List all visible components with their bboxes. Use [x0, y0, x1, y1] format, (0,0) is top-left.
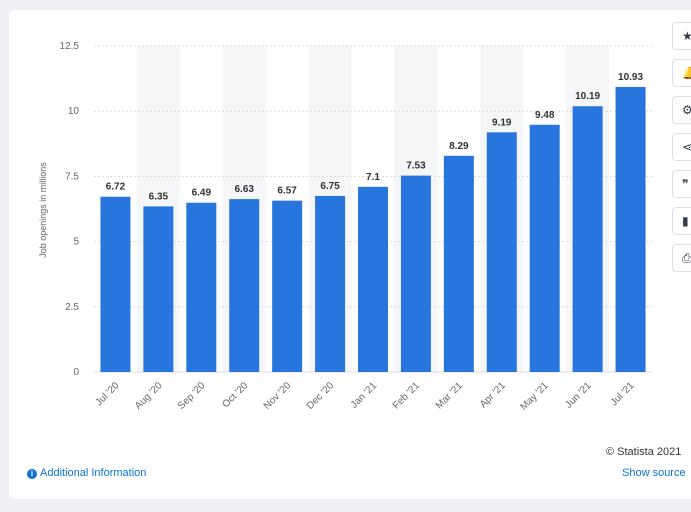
- bar[interactable]: [229, 199, 260, 372]
- y-tick-label: 7.5: [65, 171, 79, 182]
- data-label: 9.19: [492, 117, 512, 128]
- y-tick-label: 10: [68, 106, 80, 117]
- copyright-text: © Statista 2021: [606, 446, 682, 458]
- x-tick-label: Apr '21: [478, 380, 508, 410]
- y-tick-label: 2.5: [65, 302, 79, 313]
- x-tick-label: Dec '20: [305, 380, 337, 412]
- bar[interactable]: [615, 86, 646, 372]
- bar[interactable]: [443, 155, 474, 372]
- y-tick-label: 0: [73, 367, 79, 378]
- info-icon: i: [27, 469, 37, 479]
- cite-button[interactable]: ❞: [672, 170, 691, 198]
- data-label: 6.63: [234, 184, 254, 195]
- flag-button[interactable]: ▮: [672, 207, 691, 235]
- print-icon: ⎙: [682, 251, 691, 265]
- x-tick-label: May '21: [518, 380, 551, 413]
- bar[interactable]: [572, 106, 603, 372]
- bar[interactable]: [143, 206, 174, 372]
- x-tick-label: Jul '20: [94, 380, 122, 408]
- data-label: 10.93: [618, 72, 643, 83]
- gear-icon: ⚙: [682, 103, 691, 117]
- data-label: 6.57: [277, 186, 297, 197]
- y-tick-label: 5: [73, 237, 79, 248]
- y-axis-label: Job openings in millions: [38, 162, 48, 258]
- bar[interactable]: [272, 200, 303, 372]
- data-label: 9.48: [535, 110, 555, 121]
- print-button[interactable]: ⎙: [672, 244, 691, 272]
- additional-information-label: Additional Information: [40, 467, 147, 479]
- bell-icon: 🔔: [682, 66, 691, 80]
- additional-information-link[interactable]: i Additional Information: [27, 467, 146, 479]
- share-button[interactable]: ⋖: [672, 133, 691, 161]
- data-label: 6.49: [192, 188, 212, 199]
- x-tick-label: Mar '21: [434, 380, 465, 411]
- x-tick-label: Sep '20: [176, 380, 208, 412]
- data-label: 7.53: [406, 161, 426, 172]
- bar[interactable]: [315, 195, 346, 372]
- bar[interactable]: [100, 196, 131, 372]
- data-label: 7.1: [366, 172, 380, 183]
- favorite-button[interactable]: ★: [672, 22, 691, 50]
- share-icon: ⋖: [682, 140, 691, 154]
- bar[interactable]: [358, 186, 388, 372]
- data-label: 6.35: [149, 191, 169, 202]
- star-icon: ★: [682, 29, 691, 43]
- data-label: 6.72: [106, 182, 126, 193]
- side-toolbar: ★ 🔔 ⚙ ⋖ ❞ ▮ ⎙: [672, 22, 691, 281]
- bar[interactable]: [186, 202, 217, 372]
- notification-button[interactable]: 🔔: [672, 59, 691, 87]
- flag-icon: ▮: [682, 214, 689, 228]
- bar[interactable]: [400, 175, 431, 372]
- x-tick-label: Jan '21: [349, 380, 380, 411]
- settings-button[interactable]: ⚙: [672, 96, 691, 124]
- x-tick-label: Feb '21: [391, 380, 422, 411]
- bar[interactable]: [529, 124, 560, 372]
- x-tick-label: Aug '20: [133, 380, 165, 412]
- show-source-link[interactable]: Show source: [622, 467, 686, 479]
- bar[interactable]: [486, 132, 517, 372]
- x-tick-label: Oct '20: [220, 380, 250, 410]
- quote-icon: ❞: [682, 177, 689, 191]
- x-tick-label: Jun '21: [563, 380, 594, 411]
- x-tick-label: Nov '20: [262, 380, 294, 412]
- data-label: 8.29: [449, 141, 469, 152]
- y-tick-label: 12.5: [60, 41, 80, 52]
- x-tick-label: Jul '21: [609, 380, 637, 408]
- data-label: 10.19: [575, 91, 600, 102]
- data-label: 6.75: [320, 181, 340, 192]
